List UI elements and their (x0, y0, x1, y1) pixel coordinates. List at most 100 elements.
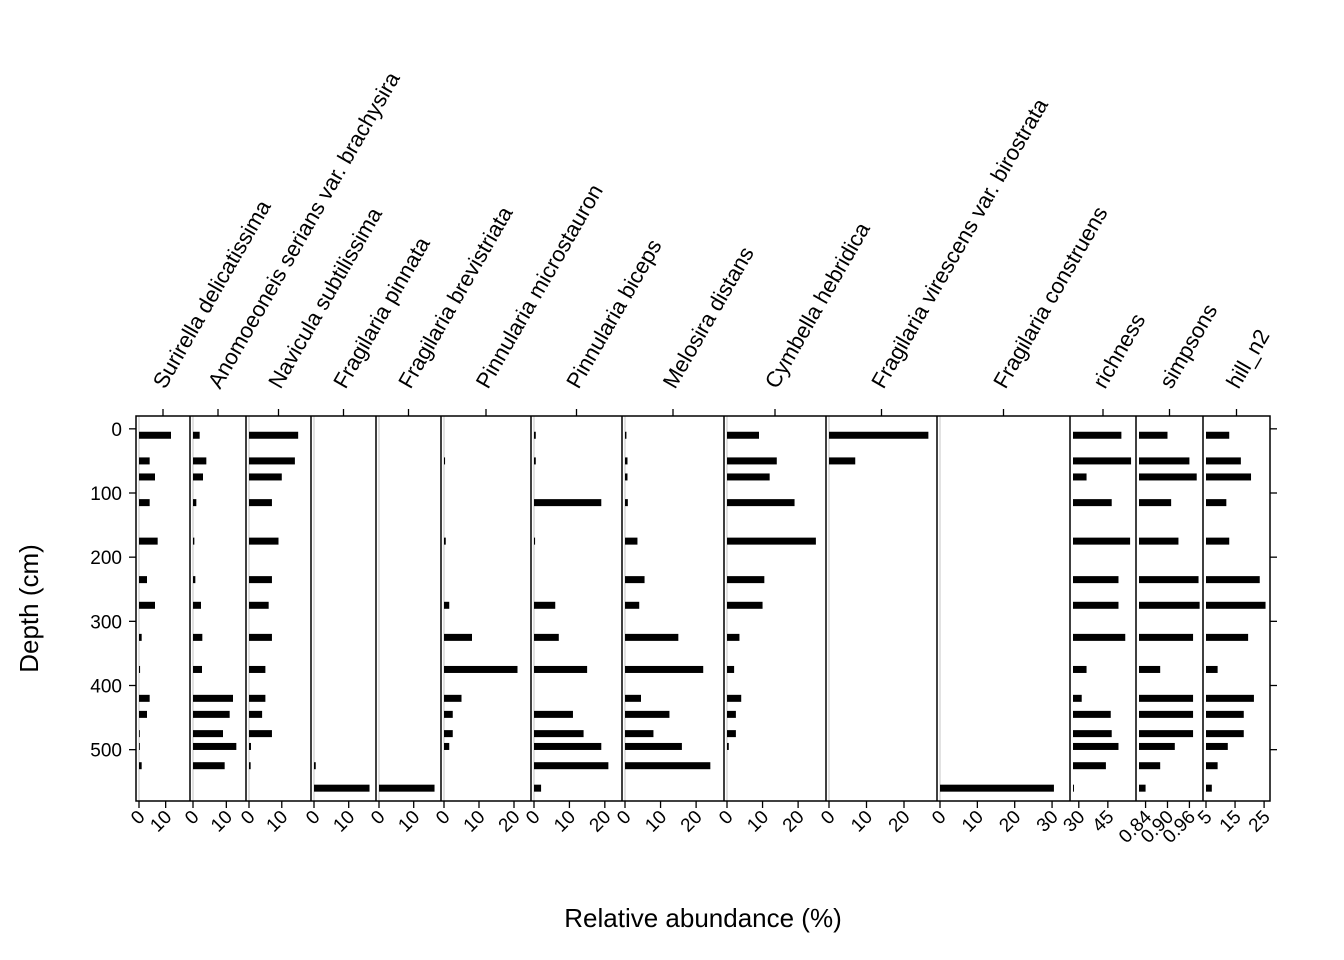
x-tick-label: 0 (817, 807, 839, 829)
data-bar (1073, 665, 1087, 673)
y-tick-label: 200 (90, 548, 122, 569)
data-bar (534, 742, 602, 750)
panel-title: richness (1088, 309, 1151, 392)
data-bar (193, 742, 237, 750)
x-tick-label: 20 (677, 807, 707, 837)
data-bar (193, 665, 202, 673)
data-bar (534, 431, 536, 439)
data-bar (534, 537, 536, 545)
data-bar (534, 762, 609, 770)
data-bar (727, 457, 777, 465)
x-tick-label: 0 (432, 807, 454, 829)
data-bar (1206, 665, 1218, 673)
data-bar (534, 499, 602, 507)
x-tick-label: 20 (586, 807, 616, 837)
panel-title: Fragilaria construens (988, 202, 1112, 392)
data-bar (1206, 694, 1254, 702)
data-bar (249, 665, 266, 673)
data-bar (139, 710, 147, 718)
x-tick-label: 25 (1245, 807, 1275, 837)
x-tick-label: 0 (181, 807, 203, 829)
data-bar (249, 742, 251, 750)
data-bar (1073, 784, 1074, 792)
data-bar (1206, 784, 1212, 792)
data-bar (1206, 473, 1252, 481)
panel-title: Melosira distans (658, 242, 759, 392)
x-tick-label: 0 (237, 807, 259, 829)
data-bar (193, 499, 197, 507)
x-tick-label: 10 (550, 807, 580, 837)
y-tick-label: 100 (90, 484, 122, 505)
x-tick-label: 30 (1033, 807, 1063, 837)
data-bar (1139, 601, 1200, 609)
data-bar (193, 601, 201, 609)
data-bar (1073, 694, 1082, 702)
data-bar (727, 633, 740, 641)
data-bar (1206, 499, 1227, 507)
data-bar (625, 537, 638, 545)
data-bar (1073, 762, 1106, 770)
data-bar (444, 710, 453, 718)
data-bar (1139, 537, 1179, 545)
x-tick-label: 0 (127, 807, 149, 829)
data-bar (727, 576, 765, 584)
x-tick-label: 10 (146, 807, 176, 837)
data-bar (534, 730, 584, 738)
data-bar (727, 537, 816, 545)
panel-title: Pinnularia biceps (561, 235, 666, 393)
data-bar (625, 762, 711, 770)
x-tick-label: 30 (1060, 807, 1090, 837)
data-bar (1206, 601, 1266, 609)
data-bar (444, 633, 472, 641)
data-bar (1073, 431, 1122, 439)
data-bar (1073, 537, 1131, 545)
data-bar (625, 499, 628, 507)
data-bar (139, 742, 140, 750)
x-tick-label: 0 (928, 807, 950, 829)
data-bar (249, 694, 266, 702)
data-bar (1206, 633, 1249, 641)
data-bar (625, 473, 628, 481)
x-tick-label: 20 (995, 807, 1025, 837)
data-bar (139, 601, 155, 609)
data-bar (1206, 742, 1228, 750)
data-bar (193, 710, 230, 718)
data-bar (193, 730, 223, 738)
data-bar (249, 710, 263, 718)
data-bar (193, 473, 203, 481)
data-bar (727, 601, 763, 609)
data-bar (1139, 762, 1161, 770)
x-tick-label: 10 (394, 807, 424, 837)
data-bar (314, 784, 370, 792)
data-bar (625, 730, 654, 738)
x-tick-label: 0 (302, 807, 324, 829)
data-bar (727, 499, 795, 507)
data-bar (139, 537, 158, 545)
data-bar (1073, 473, 1087, 481)
data-bar (1139, 473, 1197, 481)
x-axis-title: Relative abundance (%) (564, 903, 842, 933)
data-bar (193, 457, 207, 465)
data-bar (249, 762, 251, 770)
data-bar (444, 537, 446, 545)
data-bar (1139, 742, 1175, 750)
data-bar (1139, 457, 1190, 465)
data-bar (379, 784, 435, 792)
data-bar (249, 633, 272, 641)
x-tick-label: 0 (522, 807, 544, 829)
data-bar (1073, 710, 1111, 718)
data-bar (625, 457, 628, 465)
x-tick-label: 45 (1089, 807, 1119, 837)
x-tick-label: 10 (743, 807, 773, 837)
panel-title: Cymbella hebridica (760, 217, 876, 392)
data-bar (193, 762, 225, 770)
data-bar (1073, 601, 1119, 609)
x-tick-label: 10 (460, 807, 490, 837)
data-bar (249, 457, 295, 465)
data-bar (1139, 710, 1194, 718)
data-bar (534, 633, 559, 641)
data-bar (444, 694, 462, 702)
data-bar (193, 537, 195, 545)
data-bar (534, 665, 588, 673)
